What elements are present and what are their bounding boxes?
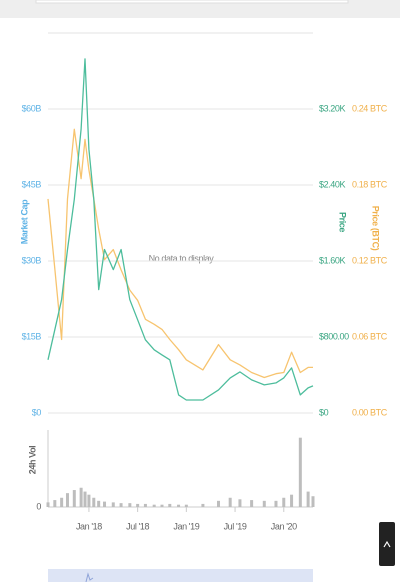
volume-bar <box>119 503 123 507</box>
y2-axis-title: Price <box>338 212 348 232</box>
series-line <box>47 58 314 401</box>
y-tick-label: $45B <box>22 179 42 189</box>
y2-tick-label: $2.40K <box>319 179 346 189</box>
y3-tick-label: 0.12 BTC <box>352 255 388 265</box>
volume-bar <box>65 493 69 507</box>
y3-tick-label: 0.18 BTC <box>352 179 388 189</box>
volume-tick-label: 0 <box>36 501 41 511</box>
x-tick-label: Jul '18 <box>126 521 149 531</box>
volume-bar <box>46 502 50 507</box>
volume-bar <box>136 503 140 507</box>
x-tick-label: Jan '18 <box>76 521 102 531</box>
volume-bar <box>92 497 96 507</box>
scroll-top-icon <box>383 540 391 548</box>
volume-bar <box>216 500 220 507</box>
volume-bar <box>228 497 232 507</box>
scroll-top-button[interactable] <box>379 522 395 566</box>
volume-bar <box>201 503 205 507</box>
volume-bar <box>250 500 254 507</box>
volume-axis-title: 24h Vol <box>27 446 37 475</box>
y-axis-title: Market Cap <box>19 199 29 244</box>
y-tick-label: $60B <box>22 103 42 113</box>
volume-bar <box>128 503 132 507</box>
y2-tick-label: $3.20K <box>319 103 346 113</box>
y2-tick-label: $800.00 <box>319 331 349 341</box>
volume-bar <box>60 497 64 507</box>
volume-bar <box>143 503 147 507</box>
top-bar <box>0 0 400 18</box>
series-line <box>47 128 313 379</box>
volume-bar <box>97 500 101 507</box>
y-tick-label: $15B <box>22 331 42 341</box>
y-tick-label: $30B <box>22 255 42 265</box>
volume-bar <box>83 491 87 507</box>
x-tick-label: Jan '19 <box>173 521 199 531</box>
x-tick-label: Jan '20 <box>271 521 297 531</box>
top-card <box>35 0 349 4</box>
volume-bar <box>160 504 164 507</box>
volume-bar <box>306 491 310 507</box>
volume-bar <box>53 500 57 507</box>
volume-bar <box>282 497 286 507</box>
volume-bar <box>238 499 242 507</box>
y2-tick-label: $0 <box>319 407 329 417</box>
volume-bar <box>152 504 156 507</box>
y3-tick-label: 0.00 BTC <box>352 407 388 417</box>
y3-axis-title: Price (BTC) <box>371 206 381 251</box>
volume-bar <box>79 487 83 507</box>
volume-bar <box>111 502 115 507</box>
volume-bar <box>72 490 76 507</box>
volume-bar <box>168 503 172 507</box>
annotation: No data to display <box>149 253 215 263</box>
volume-bar <box>262 500 266 507</box>
y3-tick-label: 0.24 BTC <box>352 103 388 113</box>
volume-bar <box>177 504 181 507</box>
volume-bar <box>184 504 188 507</box>
volume-bar <box>274 500 278 507</box>
y3-tick-label: 0.06 BTC <box>352 331 388 341</box>
navigator-line <box>85 572 94 582</box>
x-tick-label: Jul '19 <box>224 521 247 531</box>
volume-bar <box>103 501 107 507</box>
y2-tick-label: $1.60K <box>319 255 346 265</box>
volume-bar <box>87 494 91 507</box>
y-tick-label: $0 <box>32 407 42 417</box>
navigator[interactable] <box>48 569 313 582</box>
volume-bar <box>298 437 302 507</box>
volume-bar <box>290 494 294 507</box>
volume-bar <box>311 496 315 507</box>
